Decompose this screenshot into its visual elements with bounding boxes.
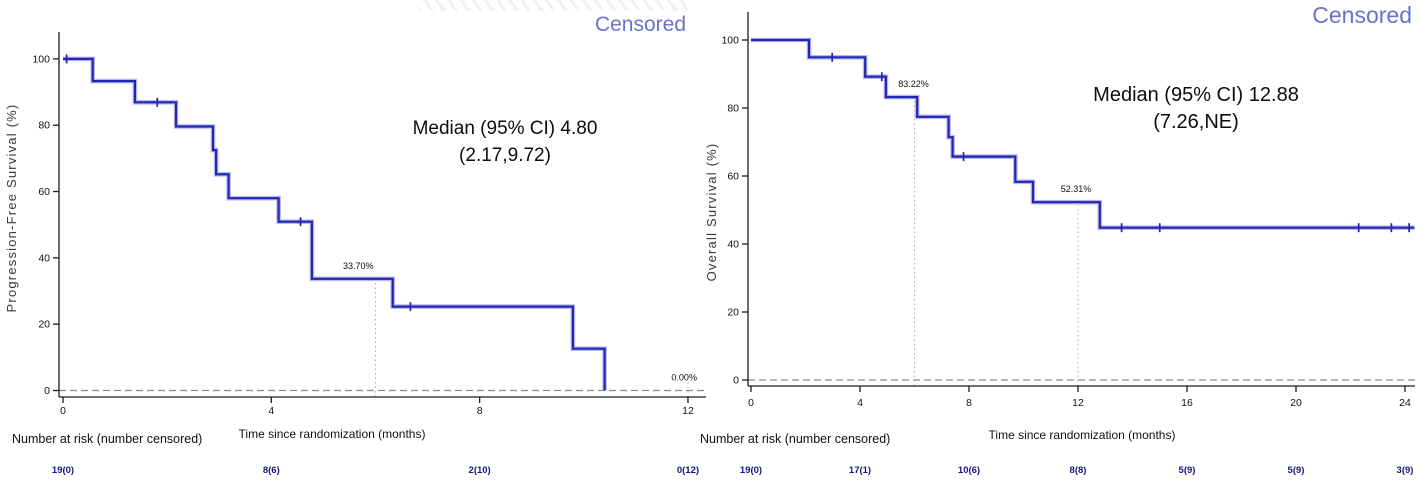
y-tick-label: 0 [44,385,50,397]
os-risk-table-header: Number at risk (number censored) [700,432,890,446]
pfs-y-axis-title: Progression-Free Survival (%) [4,104,19,313]
panel-os: Overall Survival (%) Time since randomiz… [700,2,1415,476]
landmark-percent-label: 52.31% [1061,184,1092,194]
risk-table-value: 8(6) [263,465,280,476]
landmark-percent-label: 0.00% [671,373,697,383]
risk-table-value: 0(12) [677,465,699,476]
risk-table-value: 5(9) [1179,465,1196,476]
os-median-annotation-line1: Median (95% CI) 12.88 [1093,84,1299,106]
landmark-percent-label: 83.22% [898,79,929,89]
x-tick-label: 0 [60,405,66,417]
y-tick-label: 40 [38,252,50,264]
survival-curve-halo [63,56,607,391]
panel-pfs: Progression-Free Survival (%) Time since… [4,13,706,476]
pfs-median-annotation-line2: (2.17,9.72) [459,145,551,166]
y-tick-label: 80 [727,103,739,115]
y-tick-label: 100 [32,53,50,65]
panel-dynamic-0: 0 4 8 12 0 20 40 60 80 100 33.70% 0.00% 19(0) 8(6) 2(1… [32,32,706,476]
y-tick-label: 80 [38,120,50,132]
y-tick-label: 40 [727,239,739,251]
os-censored-legend: Censored [1312,2,1412,28]
landmark-percent-label: 33.70% [343,261,374,271]
x-tick-label: 4 [268,405,274,417]
x-tick-label: 24 [1399,397,1411,409]
risk-table-value: 2(10) [469,465,491,476]
y-tick-label: 20 [38,319,50,331]
y-tick-label: 0 [733,375,739,387]
survival-curve-halo [751,37,1415,230]
survival-curve [63,57,606,391]
risk-table-value: 3(9) [1397,465,1414,476]
y-tick-label: 100 [721,35,739,47]
risk-table-value: 19(0) [740,465,762,476]
x-tick-label: 16 [1181,397,1193,409]
x-tick-label: 4 [857,397,863,409]
os-x-axis-title: Time since randomization (months) [989,428,1176,442]
y-tick-label: 60 [38,186,50,198]
panel-dynamic-1: 0 4 8 12 16 20 24 0 20 40 60 80 100 83.22% 52.31% 19(0)… [721,12,1415,476]
risk-table-value: 17(1) [849,465,871,476]
x-tick-label: 12 [1072,397,1084,409]
hatch-watermark-strip [418,0,688,11]
x-tick-label: 0 [748,397,754,409]
os-median-annotation-line2: (7.26,NE) [1153,111,1239,133]
pfs-censored-legend: Censored [595,13,686,36]
x-tick-label: 8 [966,397,972,409]
risk-table-value: 5(9) [1288,465,1305,476]
y-tick-label: 20 [727,307,739,319]
x-tick-label: 8 [477,405,483,417]
y-tick-label: 60 [727,171,739,183]
risk-table-value: 19(0) [52,465,74,476]
os-y-axis-title: Overall Survival (%) [704,143,719,282]
pfs-median-annotation-line1: Median (95% CI) 4.80 [413,118,598,139]
x-tick-label: 12 [682,405,694,417]
pfs-x-axis-title: Time since randomization (months) [239,427,426,441]
risk-table-value: 10(6) [958,465,980,476]
risk-table-value: 8(8) [1070,465,1087,476]
x-tick-label: 20 [1290,397,1302,409]
pfs-risk-table-header: Number at risk (number censored) [12,432,202,446]
survival-curve [751,38,1415,229]
